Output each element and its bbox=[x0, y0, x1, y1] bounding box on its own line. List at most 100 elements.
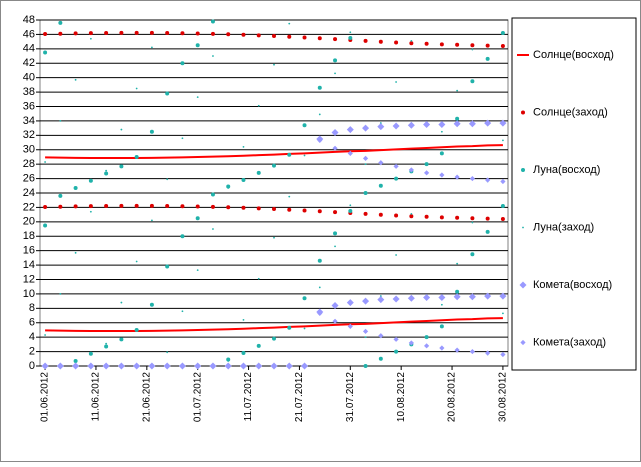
data-point bbox=[119, 203, 124, 208]
data-point bbox=[43, 205, 48, 210]
data-point bbox=[392, 122, 400, 130]
y-tick-label: 0 bbox=[29, 360, 35, 372]
data-point bbox=[88, 351, 93, 356]
data-point bbox=[149, 302, 154, 307]
data-point bbox=[273, 63, 275, 66]
y-tick-label: 32 bbox=[23, 129, 35, 141]
data-point bbox=[88, 178, 93, 183]
y-tick-label: 14 bbox=[23, 259, 35, 271]
data-point bbox=[409, 41, 414, 46]
data-point bbox=[470, 216, 475, 221]
x-tick-label: 11.06.2012 bbox=[91, 372, 102, 422]
data-point bbox=[438, 121, 446, 129]
data-point bbox=[349, 204, 352, 207]
data-point bbox=[317, 310, 323, 316]
data-point bbox=[393, 163, 399, 169]
data-point bbox=[317, 85, 322, 90]
data-point bbox=[256, 170, 261, 175]
data-point bbox=[180, 204, 185, 209]
data-point bbox=[439, 172, 445, 178]
data-point bbox=[378, 212, 383, 217]
data-point bbox=[181, 310, 184, 313]
data-point bbox=[180, 31, 185, 36]
data-point bbox=[43, 223, 48, 228]
data-point bbox=[256, 363, 262, 369]
data-point bbox=[455, 42, 460, 47]
data-point bbox=[424, 41, 429, 46]
data-point bbox=[149, 30, 154, 35]
data-point bbox=[241, 205, 246, 210]
data-point bbox=[151, 219, 153, 222]
data-point bbox=[500, 203, 505, 208]
legend-swatch bbox=[520, 339, 526, 346]
data-point bbox=[349, 31, 352, 34]
data-point bbox=[394, 349, 399, 354]
data-point bbox=[499, 292, 507, 300]
data-point bbox=[302, 123, 307, 128]
data-point bbox=[165, 264, 170, 269]
data-point bbox=[502, 139, 504, 142]
data-point bbox=[439, 215, 444, 220]
data-point bbox=[195, 43, 200, 48]
data-point bbox=[256, 206, 261, 211]
data-point bbox=[241, 351, 246, 356]
data-point bbox=[378, 183, 383, 188]
data-point bbox=[104, 30, 109, 35]
data-point bbox=[395, 81, 397, 83]
data-point bbox=[318, 113, 321, 116]
data-point bbox=[379, 295, 382, 297]
data-point bbox=[378, 333, 384, 339]
data-point bbox=[241, 178, 246, 183]
data-point bbox=[500, 178, 506, 185]
data-point bbox=[500, 30, 505, 35]
data-point bbox=[58, 31, 63, 36]
legend-label: Комета(заход) bbox=[533, 336, 606, 348]
data-point bbox=[118, 363, 124, 369]
data-point bbox=[408, 340, 414, 346]
data-point bbox=[73, 185, 78, 190]
x-tick-label: 10.08.2012 bbox=[396, 372, 407, 422]
data-point bbox=[410, 213, 413, 215]
data-point bbox=[378, 160, 384, 166]
data-point bbox=[485, 350, 491, 356]
x-tick-label: 11.07.2012 bbox=[243, 372, 254, 422]
data-point bbox=[88, 31, 93, 36]
data-point bbox=[456, 262, 459, 265]
data-point bbox=[332, 318, 338, 324]
data-point bbox=[42, 363, 48, 369]
data-point bbox=[485, 177, 491, 183]
data-point bbox=[454, 174, 460, 180]
data-point bbox=[43, 50, 48, 55]
data-point bbox=[470, 79, 475, 84]
data-point bbox=[165, 30, 170, 35]
data-point bbox=[287, 34, 292, 39]
data-point bbox=[471, 48, 474, 51]
data-point bbox=[105, 342, 108, 345]
y-tick-label: 2 bbox=[29, 345, 35, 357]
data-point bbox=[134, 154, 139, 159]
x-tick-label: 01.07.2012 bbox=[192, 372, 203, 422]
data-point bbox=[196, 269, 199, 272]
legend-label: Солнце(восход) bbox=[533, 49, 614, 61]
y-tick-label: 28 bbox=[23, 158, 35, 170]
data-point bbox=[453, 293, 461, 301]
data-point bbox=[362, 124, 370, 132]
data-point bbox=[180, 61, 185, 66]
data-point bbox=[210, 31, 215, 36]
data-point bbox=[210, 363, 216, 369]
y-tick-label: 24 bbox=[23, 187, 35, 199]
data-point bbox=[301, 363, 308, 369]
data-point bbox=[73, 363, 79, 369]
data-point bbox=[303, 154, 306, 157]
data-point bbox=[242, 318, 245, 321]
data-point bbox=[455, 289, 460, 294]
data-point bbox=[455, 116, 460, 121]
data-point bbox=[287, 152, 292, 157]
y-tick-label: 6 bbox=[29, 317, 35, 329]
data-point bbox=[195, 216, 200, 221]
data-point bbox=[470, 43, 475, 48]
y-tick-label: 18 bbox=[23, 230, 35, 242]
data-point bbox=[195, 31, 200, 36]
data-point bbox=[502, 312, 504, 315]
